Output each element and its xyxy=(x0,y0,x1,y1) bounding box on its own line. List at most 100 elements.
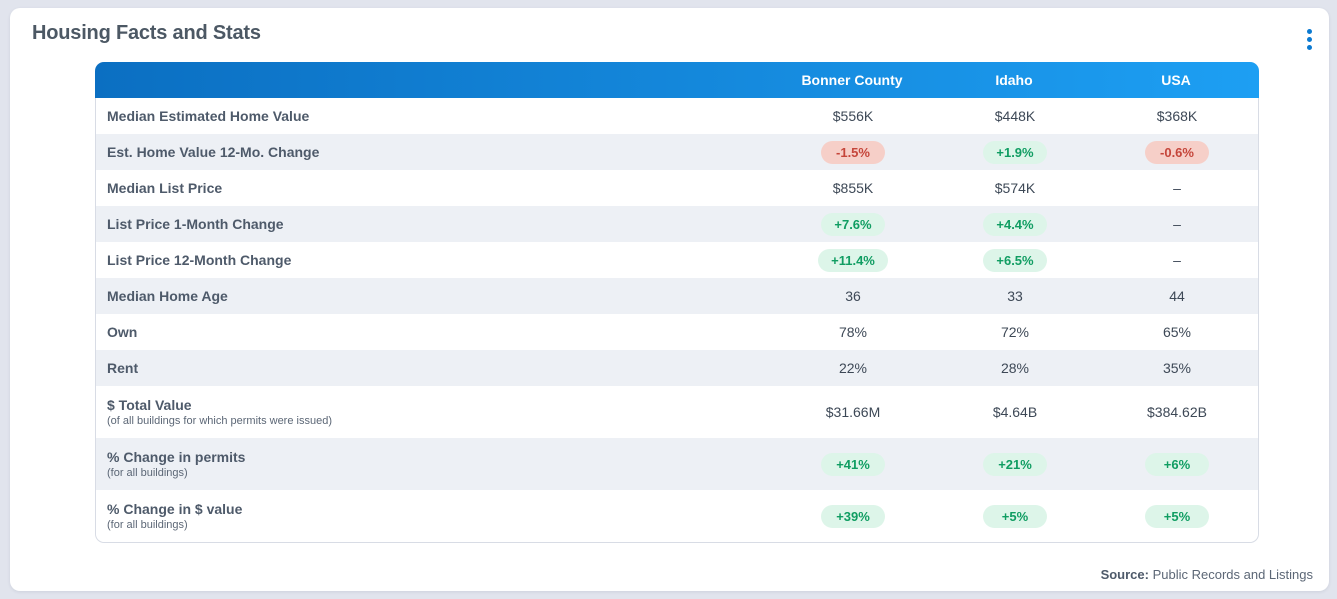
cell-bonner-county: 22% xyxy=(772,360,934,376)
cell-usa: 35% xyxy=(1096,360,1258,376)
table-row: % Change in permits (for all buildings) … xyxy=(96,438,1258,490)
cell-value: $556K xyxy=(832,108,874,124)
change-badge: +6.5% xyxy=(983,248,1047,272)
cell-idaho: $574K xyxy=(934,180,1096,196)
cell-value: $31.66M xyxy=(825,404,881,420)
housing-stats-table: Bonner County Idaho USA Median Estimated… xyxy=(95,62,1259,543)
change-badge: +1.9% xyxy=(983,140,1047,164)
cell-idaho: 28% xyxy=(934,360,1096,376)
table-row: Rent 22% 28% 35% xyxy=(96,350,1258,386)
cell-value: – xyxy=(1173,216,1181,232)
row-label: Own xyxy=(107,324,138,340)
change-badge: -0.6% xyxy=(1145,140,1209,164)
row-label: % Change in permits xyxy=(107,449,246,465)
row-label: Median Home Age xyxy=(107,288,228,304)
kebab-menu-icon[interactable] xyxy=(1300,25,1318,53)
cell-idaho: 33 xyxy=(934,288,1096,304)
change-badge: +21% xyxy=(983,452,1047,476)
cell-usa: +5% xyxy=(1096,504,1258,528)
table-row: List Price 1-Month Change +7.6% +4.4% – xyxy=(96,206,1258,242)
cell-value: 72% xyxy=(1000,324,1030,340)
change-badge: +39% xyxy=(821,504,885,528)
cell-usa: – xyxy=(1096,216,1258,232)
row-label: $ Total Value xyxy=(107,397,192,413)
table-row: Est. Home Value 12-Mo. Change -1.5% +1.9… xyxy=(96,134,1258,170)
cell-value: 33 xyxy=(1007,288,1023,304)
cell-usa: 44 xyxy=(1096,288,1258,304)
cell-value: 36 xyxy=(845,288,861,304)
change-badge: +6% xyxy=(1145,452,1209,476)
cell-idaho: +4.4% xyxy=(934,212,1096,236)
row-sublabel: (of all buildings for which permits were… xyxy=(107,415,332,427)
change-badge: +41% xyxy=(821,452,885,476)
page-title: Housing Facts and Stats xyxy=(32,22,261,44)
table-row: % Change in $ value (for all buildings) … xyxy=(96,490,1258,542)
change-badge: +5% xyxy=(1145,504,1209,528)
column-header-idaho: Idaho xyxy=(995,72,1033,88)
table-row: List Price 12-Month Change +11.4% +6.5% … xyxy=(96,242,1258,278)
column-header-bonner-county: Bonner County xyxy=(801,72,903,88)
row-label: Median Estimated Home Value xyxy=(107,108,310,124)
row-label: List Price 12-Month Change xyxy=(107,252,292,268)
cell-idaho: +6.5% xyxy=(934,248,1096,272)
cell-value: 35% xyxy=(1162,360,1192,376)
cell-usa: +6% xyxy=(1096,452,1258,476)
row-label: List Price 1-Month Change xyxy=(107,216,284,232)
cell-idaho: +5% xyxy=(934,504,1096,528)
cell-usa: $368K xyxy=(1096,108,1258,124)
row-sublabel: (for all buildings) xyxy=(107,519,188,531)
row-label: Median List Price xyxy=(107,180,223,196)
cell-usa: -0.6% xyxy=(1096,140,1258,164)
cell-value: 22% xyxy=(838,360,868,376)
cell-value: 28% xyxy=(1000,360,1030,376)
cell-idaho: +21% xyxy=(934,452,1096,476)
cell-value: $368K xyxy=(1156,108,1198,124)
cell-bonner-county: +39% xyxy=(772,504,934,528)
row-label: % Change in $ value xyxy=(107,501,243,517)
cell-value: $855K xyxy=(832,180,874,196)
source-text: Public Records and Listings xyxy=(1148,567,1313,582)
table-row: Median Home Age 36 33 44 xyxy=(96,278,1258,314)
cell-value: $4.64B xyxy=(992,404,1038,420)
cell-usa: $384.62B xyxy=(1096,404,1258,420)
change-badge: +4.4% xyxy=(983,212,1047,236)
change-badge: -1.5% xyxy=(821,140,885,164)
table-row: $ Total Value (of all buildings for whic… xyxy=(96,386,1258,438)
cell-idaho: $4.64B xyxy=(934,404,1096,420)
cell-value: – xyxy=(1173,252,1181,268)
cell-bonner-county: +41% xyxy=(772,452,934,476)
cell-bonner-county: +11.4% xyxy=(772,248,934,272)
table-body: Median Estimated Home Value $556K $448K … xyxy=(96,98,1258,542)
cell-value: $448K xyxy=(994,108,1036,124)
cell-bonner-county: 78% xyxy=(772,324,934,340)
cell-usa: – xyxy=(1096,180,1258,196)
cell-usa: 65% xyxy=(1096,324,1258,340)
cell-bonner-county: $855K xyxy=(772,180,934,196)
cell-value: $574K xyxy=(994,180,1036,196)
table-row: Own 78% 72% 65% xyxy=(96,314,1258,350)
cell-value: 65% xyxy=(1162,324,1192,340)
cell-bonner-county: -1.5% xyxy=(772,140,934,164)
cell-bonner-county: 36 xyxy=(772,288,934,304)
cell-value: $384.62B xyxy=(1147,404,1207,420)
cell-value: 44 xyxy=(1169,288,1185,304)
change-badge: +7.6% xyxy=(821,212,885,236)
change-badge: +11.4% xyxy=(818,248,888,272)
change-badge: +5% xyxy=(983,504,1047,528)
row-label: Est. Home Value 12-Mo. Change xyxy=(107,144,320,160)
source-note: Source: Public Records and Listings xyxy=(1101,567,1313,582)
cell-bonner-county: +7.6% xyxy=(772,212,934,236)
source-label: Source: xyxy=(1100,567,1149,582)
table-header-row: Bonner County Idaho USA xyxy=(95,62,1259,98)
row-sublabel: (for all buildings) xyxy=(107,467,188,479)
row-label: Rent xyxy=(107,360,139,376)
table-row: Median List Price $855K $574K – xyxy=(96,170,1258,206)
cell-bonner-county: $31.66M xyxy=(772,404,934,420)
cell-usa: – xyxy=(1096,252,1258,268)
cell-value: – xyxy=(1173,180,1181,196)
housing-facts-card: Housing Facts and Stats Bonner County Id… xyxy=(10,8,1329,591)
column-header-usa: USA xyxy=(1161,72,1191,88)
cell-idaho: +1.9% xyxy=(934,140,1096,164)
cell-idaho: 72% xyxy=(934,324,1096,340)
table-row: Median Estimated Home Value $556K $448K … xyxy=(96,98,1258,134)
